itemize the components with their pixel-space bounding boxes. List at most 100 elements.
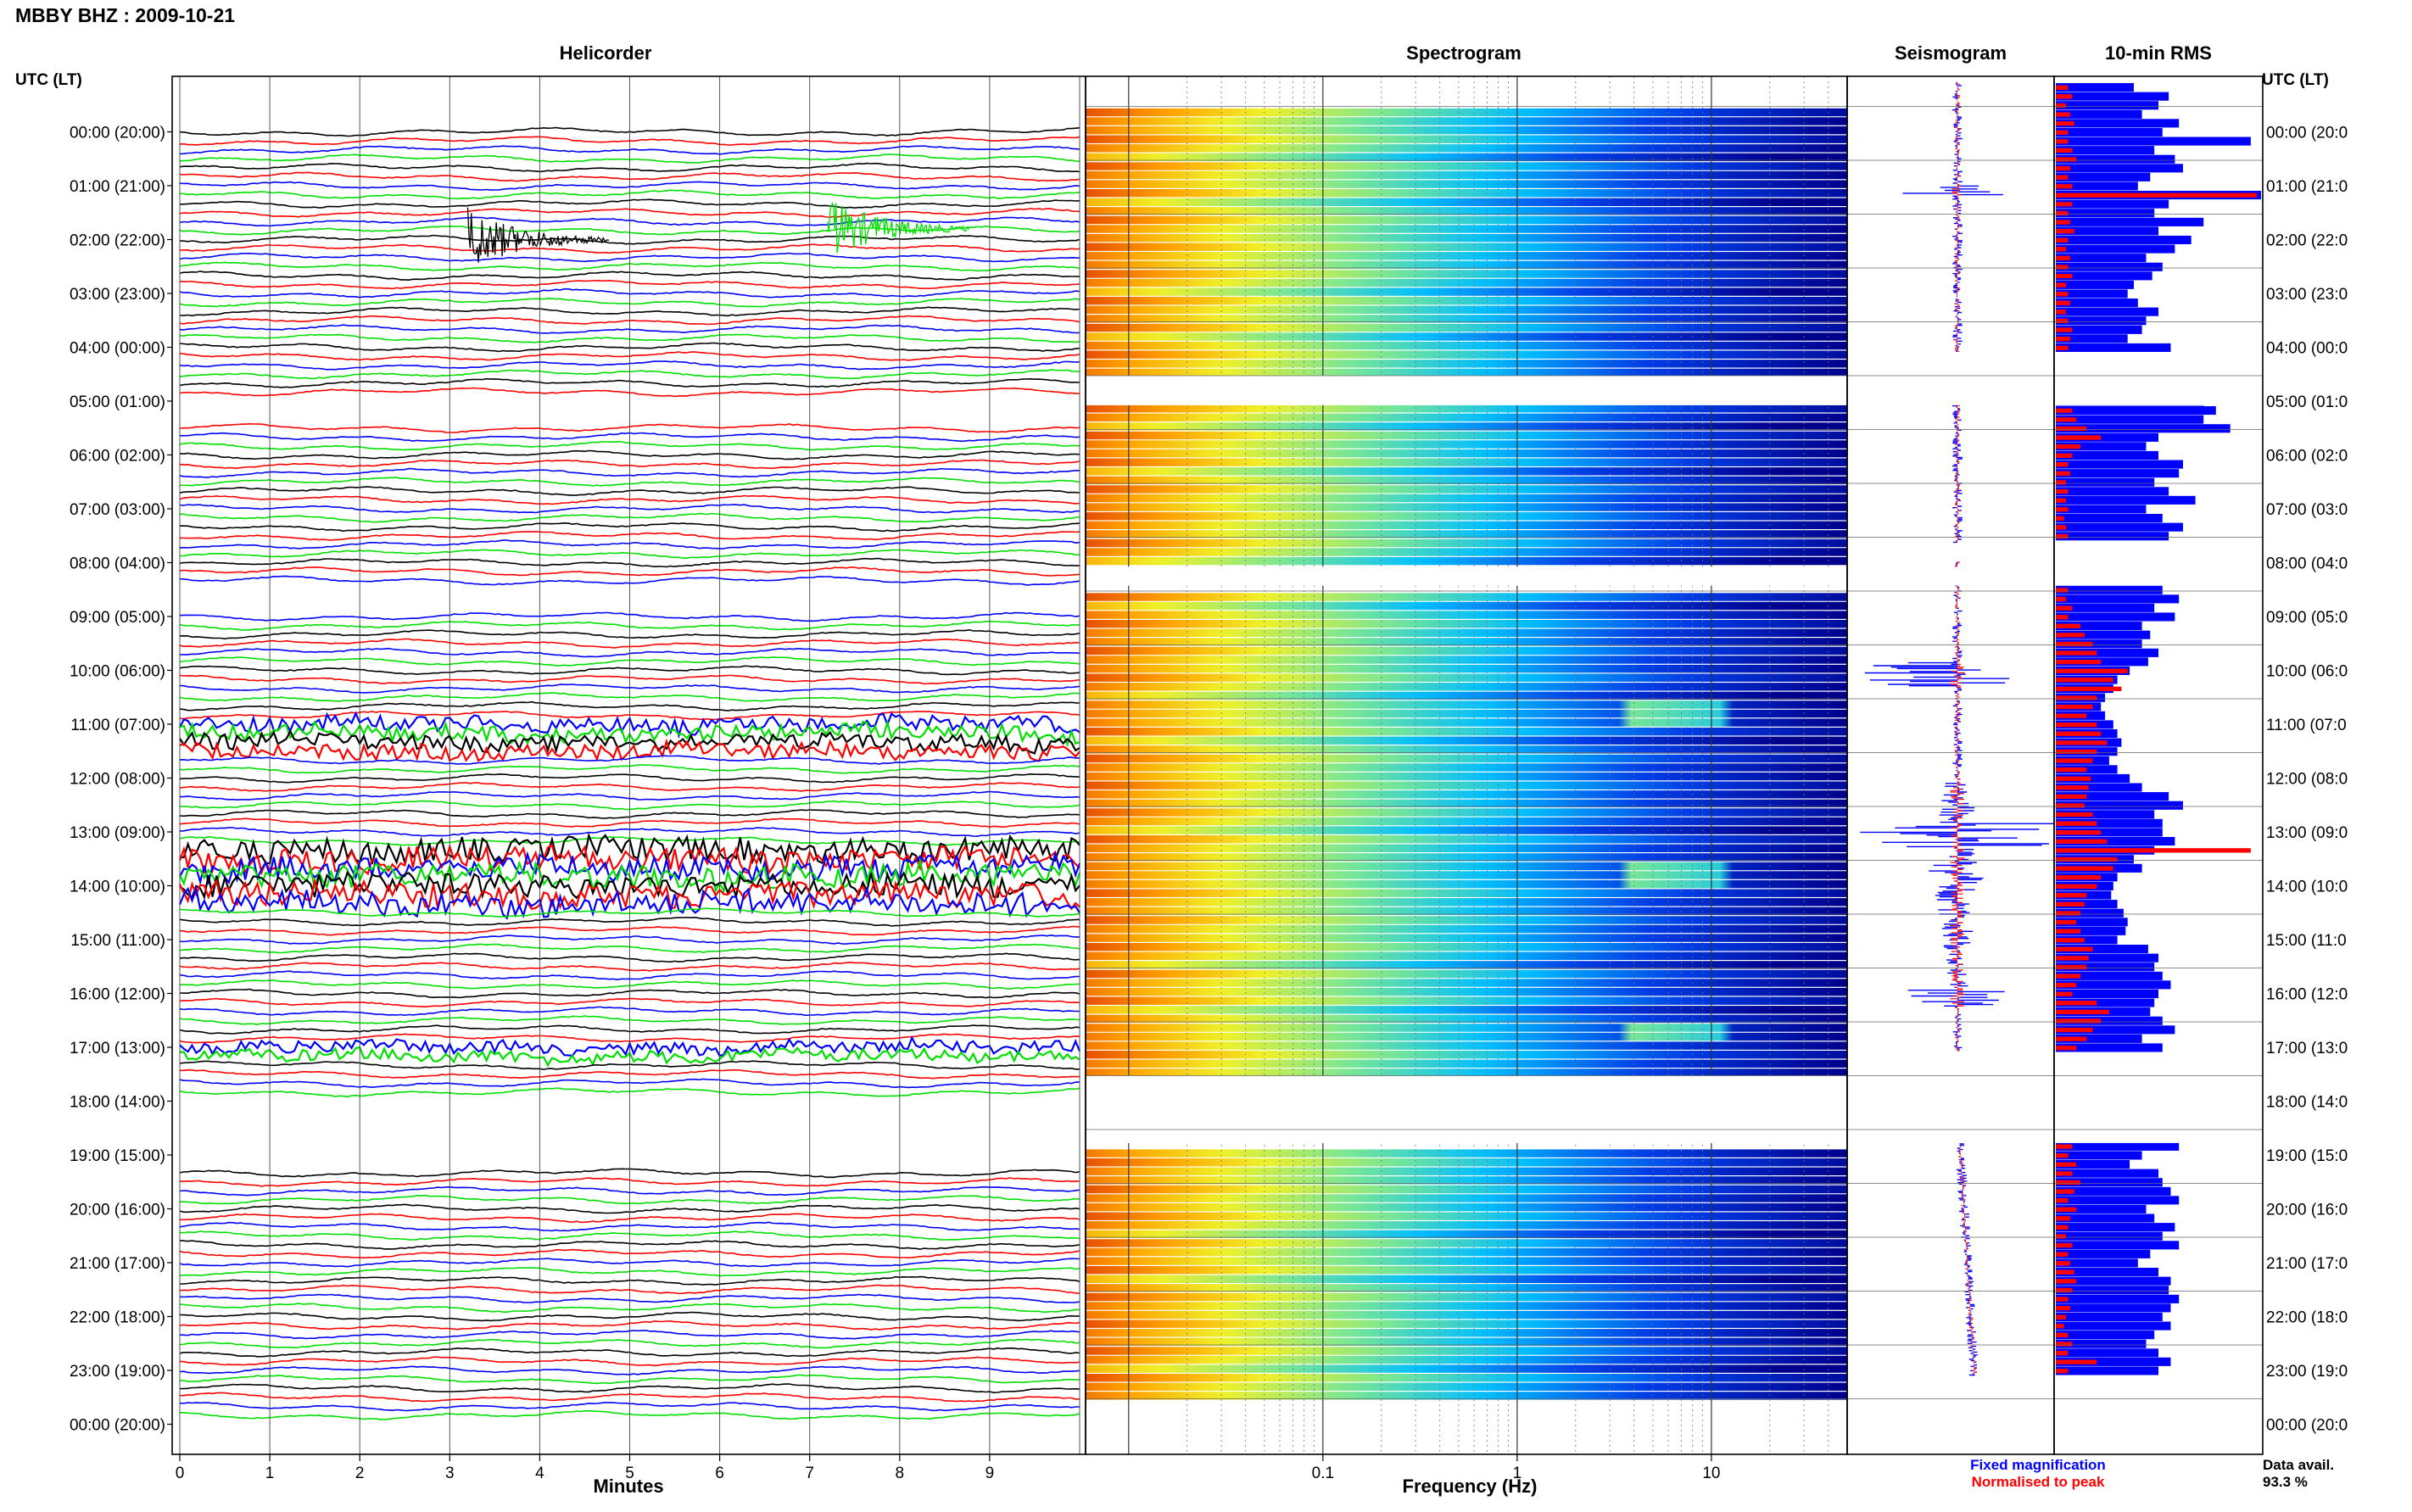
time-label-left: 12:00 (08:00) <box>70 771 165 789</box>
time-label-right: 06:00 (02:0 <box>2266 448 2348 466</box>
time-label-right: 17:00 (13:0 <box>2266 1040 2348 1057</box>
spectrogram-row <box>1086 790 1847 799</box>
rms-normalised-bar <box>2056 1046 2077 1051</box>
spectrogram-row <box>1086 252 1847 260</box>
helicorder-event-burst <box>827 201 970 254</box>
spectrogram-row <box>1086 611 1847 619</box>
time-label-left: 00:00 (20:00) <box>70 125 165 142</box>
spectrogram-row <box>1086 189 1847 198</box>
time-label-right: 11:00 (07:0 <box>2266 717 2347 734</box>
rms-fixed-bar <box>2056 900 2118 909</box>
rms-normalised-bar <box>2056 444 2080 449</box>
rms-normalised-bar <box>2056 273 2073 279</box>
spectrogram-row <box>1086 1041 1847 1050</box>
time-label-left: 14:00 (10:00) <box>70 879 165 896</box>
rms-fixed-bar <box>2056 83 2134 92</box>
spectrogram-row <box>1086 736 1847 745</box>
rms-normalised-bar <box>2056 184 2073 189</box>
rms-normalised-bar <box>2056 785 2089 790</box>
rms-normalised-bar <box>2056 660 2102 665</box>
rms-normalised-bar <box>2056 471 2070 476</box>
rms-normalised-bar <box>2056 192 2258 198</box>
rms-fixed-bar <box>2056 1357 2171 1366</box>
rms-fixed-bar <box>2056 505 2147 514</box>
time-label-left: 03:00 (23:00) <box>70 286 165 304</box>
spectrogram-row <box>1086 1194 1847 1202</box>
spectrogram-row <box>1086 799 1847 808</box>
spectrogram-row <box>1086 664 1847 673</box>
rms-fixed-bar <box>2056 980 2171 990</box>
rms-fixed-bar <box>2056 460 2183 469</box>
rms-fixed-bar <box>2056 1223 2175 1232</box>
spectrogram-row <box>1086 1239 1847 1247</box>
rms-fixed-bar <box>2056 289 2128 298</box>
rms-normalised-bar <box>2056 1018 2102 1024</box>
rms-fixed-bar <box>2056 792 2169 801</box>
rms-normalised-bar <box>2056 1171 2073 1176</box>
rms-normalised-bar <box>2056 974 2080 979</box>
spectrogram-row <box>1086 1024 1847 1032</box>
minute-tick-label: 5 <box>625 1465 634 1482</box>
spectrogram-row <box>1086 772 1847 781</box>
rms-normalised-bar <box>2056 318 2069 324</box>
rms-normalised-bar <box>2056 265 2069 270</box>
data-gap <box>1848 1075 2053 1143</box>
spectrogram-row <box>1086 521 1847 529</box>
spectrogram-row <box>1086 431 1847 440</box>
rms-normalised-bar <box>2056 633 2085 638</box>
helicorder-title: Helicorder <box>560 42 652 64</box>
rms-normalised-bar <box>2056 1198 2069 1203</box>
helicorder-event-burst <box>466 207 610 263</box>
rms-normalised-bar <box>2056 255 2070 260</box>
spectrogram-row <box>1086 979 1847 987</box>
rms-normalised-bar <box>2056 229 2074 234</box>
spectrogram-row <box>1086 1329 1847 1337</box>
time-label-right: 00:00 (20:0 <box>2266 125 2348 142</box>
time-label-right: 18:00 (14:0 <box>2266 1094 2348 1112</box>
rms-normalised-bar <box>2056 695 2097 700</box>
rms-fixed-bar <box>2056 1249 2151 1258</box>
x-axis-ticks: 0 1 2 3 4 5 6 7 8 9 0.1 1 10 <box>176 1454 1720 1482</box>
spectrogram-row <box>1086 1014 1847 1024</box>
rms-fixed-bar <box>2056 603 2155 612</box>
rms-fixed-bar <box>2056 1276 2171 1286</box>
time-label-left: 07:00 (03:00) <box>70 501 165 519</box>
rms-fixed-bar <box>2056 316 2147 326</box>
rms-fixed-bar <box>2056 154 2175 164</box>
rms-fixed-bar <box>2056 1294 2180 1303</box>
panel-frames <box>171 75 2264 1455</box>
rms-fixed-bar <box>2056 469 2180 478</box>
rms-normalised-bar <box>2056 848 2251 853</box>
time-label-right: 22:00 (18:0 <box>2266 1309 2348 1327</box>
rms-panel <box>2056 83 2261 1375</box>
spectrogram-row <box>1086 485 1847 494</box>
rms-fixed-bar <box>2056 1016 2163 1025</box>
rms-fixed-bar <box>2056 1321 2171 1331</box>
rms-normalised-bar <box>2056 884 2097 889</box>
spectrogram-row <box>1086 260 1847 270</box>
frequency-tick-label: 10 <box>1702 1465 1720 1482</box>
spectrogram-row <box>1086 108 1847 117</box>
rms-normalised-bar <box>2056 901 2085 907</box>
time-label-left: 21:00 (17:00) <box>70 1255 165 1273</box>
rms-normalised-bar <box>2056 749 2097 755</box>
rms-normalised-bar <box>2056 247 2067 252</box>
spectrogram-row <box>1086 683 1847 691</box>
spectrogram-row <box>1086 1275 1847 1283</box>
rms-normalised-bar <box>2056 946 2093 951</box>
spectrogram-row <box>1086 1068 1847 1077</box>
minute-tick-label: 8 <box>896 1465 905 1482</box>
spectrogram-row <box>1086 449 1847 458</box>
rms-normalised-bar <box>2056 237 2069 243</box>
frequency-tick-label: 0.1 <box>1312 1465 1334 1482</box>
rms-normalised-bar <box>2056 525 2067 530</box>
rms-normalised-bar <box>2056 767 2087 773</box>
spectrogram-row <box>1086 969 1847 979</box>
data-gap <box>1848 376 2053 405</box>
rms-normalised-bar <box>2056 758 2093 763</box>
time-label-left: 06:00 (02:00) <box>70 448 165 466</box>
rms-fixed-bar <box>2056 818 2163 828</box>
rms-fixed-bar <box>2056 432 2158 442</box>
rms-fixed-bar <box>2056 1241 2180 1250</box>
